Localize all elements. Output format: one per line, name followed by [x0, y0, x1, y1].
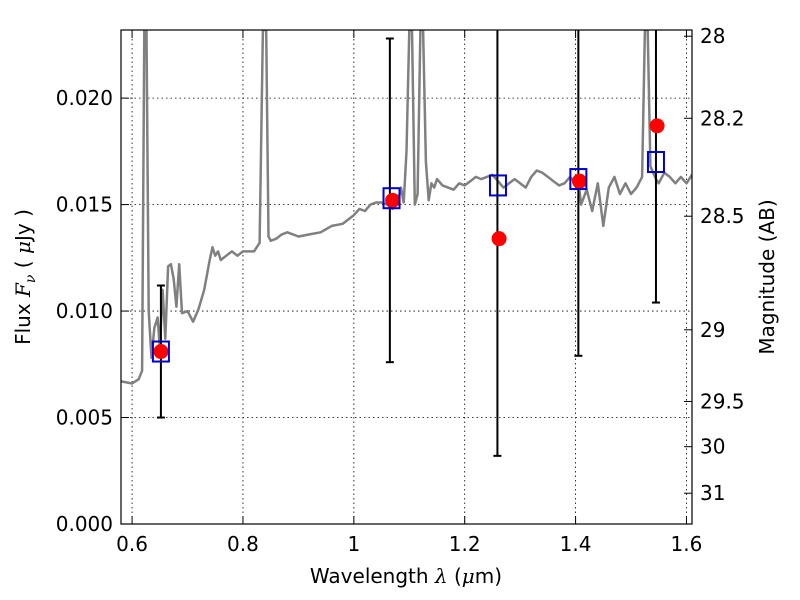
y2-tick-label: 31	[700, 481, 725, 505]
x-tick-label: 0.8	[227, 532, 259, 556]
y-tick-label: 0.005	[56, 406, 113, 430]
y-tick-label: 0.015	[56, 193, 113, 217]
plot-area	[121, 30, 692, 457]
model-spectrum-line	[121, 30, 692, 385]
observed-point	[571, 173, 587, 189]
model-photometry-square	[382, 187, 401, 210]
observed-point	[491, 231, 507, 247]
model-photometry-square	[569, 168, 588, 191]
model-photometry-square	[488, 174, 507, 197]
y2-tick-label: 29.5	[700, 389, 745, 413]
y-tick-label: 0.020	[56, 86, 113, 110]
x-tick-label: 1.2	[449, 532, 481, 556]
observed-point	[153, 344, 169, 360]
y-tick-label: 0.010	[56, 299, 113, 323]
plot-frame	[120, 29, 693, 525]
x-axis-title: Wavelength λ (μm)	[310, 564, 502, 588]
right-axis-title: Magnitude (AB)	[755, 199, 779, 354]
model-photometry-square	[151, 340, 170, 363]
axis-ticks: 0.6 0.8 1 1.2 1.4 1.6 0.000 0.005 0.010 0.015 0.02…	[56, 24, 745, 556]
y2-tick-label: 29	[700, 318, 725, 342]
x-tick-label: 0.6	[116, 532, 148, 556]
y2-tick-label: 28	[700, 24, 725, 48]
y2-tick-label: 28.2	[700, 106, 745, 130]
model-photometry-square	[646, 151, 665, 174]
x-tick-label: 1.4	[560, 532, 592, 556]
x-tick-label: 1.6	[671, 532, 703, 556]
y-axis-title: Flux Fν ( μJy )	[11, 209, 39, 345]
observed-point	[385, 192, 401, 208]
y2-tick-label: 30	[700, 435, 725, 459]
observed-point	[649, 118, 665, 134]
plot-clipped-group	[121, 30, 692, 457]
x-tick-label: 1	[347, 532, 360, 556]
y-tick-label: 0.000	[56, 512, 113, 536]
y2-tick-label: 28.5	[700, 204, 745, 228]
